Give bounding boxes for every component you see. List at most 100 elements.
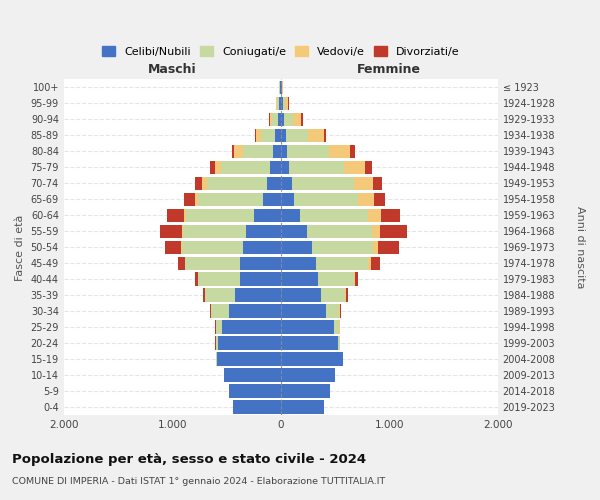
Bar <box>184 192 195 206</box>
Bar <box>232 144 234 158</box>
Bar <box>368 208 380 222</box>
Bar <box>216 320 222 334</box>
Bar <box>346 288 348 302</box>
Bar <box>278 96 281 110</box>
Bar <box>202 176 207 190</box>
Bar <box>321 288 345 302</box>
Bar <box>243 144 273 158</box>
Bar <box>239 256 281 270</box>
Bar <box>211 304 229 318</box>
Bar <box>373 176 382 190</box>
Bar <box>281 336 338 350</box>
Bar <box>256 128 261 142</box>
Text: Maschi: Maschi <box>148 64 197 76</box>
Bar <box>210 304 211 318</box>
Bar <box>195 272 198 286</box>
Bar <box>280 80 281 94</box>
Bar <box>287 144 329 158</box>
Bar <box>350 144 355 158</box>
Bar <box>338 336 340 350</box>
Bar <box>205 288 235 302</box>
Bar <box>165 240 181 254</box>
Bar <box>380 224 407 238</box>
Bar <box>292 176 353 190</box>
Bar <box>317 272 353 286</box>
Bar <box>372 224 380 238</box>
Bar <box>221 160 270 174</box>
Bar <box>203 288 205 302</box>
Bar <box>312 240 373 254</box>
Bar <box>371 256 380 270</box>
Text: Femmine: Femmine <box>358 64 421 76</box>
Bar <box>281 288 321 302</box>
Bar <box>215 160 221 174</box>
Bar <box>178 256 185 270</box>
Bar <box>184 208 187 222</box>
Bar <box>281 272 317 286</box>
Bar <box>195 176 202 190</box>
Bar <box>281 192 294 206</box>
Bar <box>277 96 278 110</box>
Bar <box>281 96 283 110</box>
Bar <box>344 160 365 174</box>
Bar <box>353 272 355 286</box>
Bar <box>301 208 368 222</box>
Bar <box>373 240 379 254</box>
Bar <box>255 128 256 142</box>
Bar <box>234 144 243 158</box>
Bar <box>266 176 281 190</box>
Bar <box>281 320 334 334</box>
Bar <box>187 208 254 222</box>
Bar <box>285 96 289 110</box>
Bar <box>199 192 263 206</box>
Bar <box>243 240 281 254</box>
Bar <box>281 256 316 270</box>
Bar <box>182 240 243 254</box>
Bar <box>233 400 281 414</box>
Bar <box>281 112 284 126</box>
Y-axis label: Fasce di età: Fasce di età <box>15 214 25 280</box>
Bar <box>222 320 281 334</box>
Bar <box>235 288 281 302</box>
Bar <box>358 192 374 206</box>
Bar <box>229 384 281 398</box>
Bar <box>207 176 266 190</box>
Bar <box>289 160 344 174</box>
Bar <box>307 224 372 238</box>
Bar <box>239 272 281 286</box>
Bar <box>210 160 215 174</box>
Bar <box>345 288 346 302</box>
Bar <box>340 304 341 318</box>
Legend: Celibi/Nubili, Coniugati/e, Vedovi/e, Divorziati/e: Celibi/Nubili, Coniugati/e, Vedovi/e, Di… <box>98 42 464 61</box>
Bar <box>229 304 281 318</box>
Bar <box>276 96 277 110</box>
Bar <box>365 160 372 174</box>
Bar <box>281 160 289 174</box>
Bar <box>181 240 182 254</box>
Bar <box>281 368 335 382</box>
Bar <box>294 192 358 206</box>
Text: COMUNE DI IMPERIA - Dati ISTAT 1° gennaio 2024 - Elaborazione TUTTITALIA.IT: COMUNE DI IMPERIA - Dati ISTAT 1° gennai… <box>12 478 385 486</box>
Bar <box>199 272 239 286</box>
Bar <box>334 320 340 334</box>
Bar <box>286 128 308 142</box>
Bar <box>185 256 239 270</box>
Text: Popolazione per età, sesso e stato civile - 2024: Popolazione per età, sesso e stato civil… <box>12 452 366 466</box>
Bar <box>182 224 183 238</box>
Bar <box>263 192 281 206</box>
Bar <box>281 400 324 414</box>
Bar <box>281 384 329 398</box>
Y-axis label: Anni di nascita: Anni di nascita <box>575 206 585 288</box>
Bar <box>270 160 281 174</box>
Bar <box>281 80 282 94</box>
Bar <box>281 224 307 238</box>
Bar <box>167 208 184 222</box>
Bar <box>355 272 358 286</box>
Bar <box>374 192 385 206</box>
Bar <box>224 368 281 382</box>
Bar <box>353 176 373 190</box>
Bar <box>324 128 326 142</box>
Bar <box>284 112 293 126</box>
Bar <box>261 128 275 142</box>
Bar <box>275 128 281 142</box>
